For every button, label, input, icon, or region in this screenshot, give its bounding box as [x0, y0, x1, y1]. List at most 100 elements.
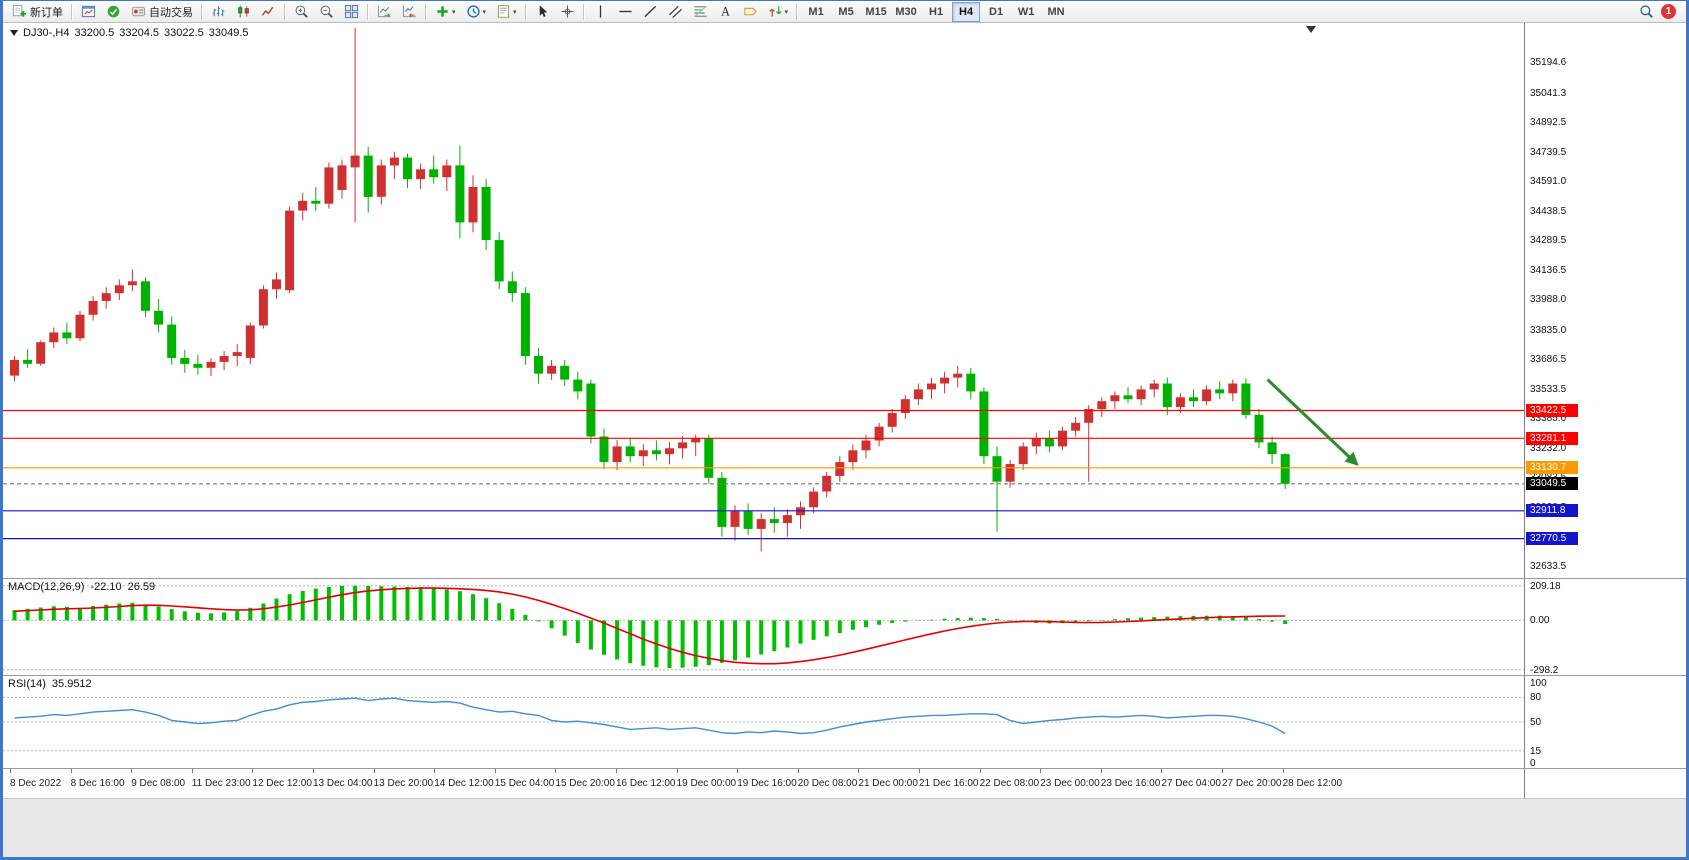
time-axis-tick — [70, 769, 72, 773]
candle-body — [874, 426, 884, 441]
indicators-button[interactable]: ▾ — [431, 1, 460, 22]
templates-button[interactable]: ▾ — [492, 1, 521, 22]
time-axis-label: 19 Dec 16:00 — [737, 778, 797, 789]
cursor-button[interactable] — [531, 1, 554, 22]
market-watch-button[interactable] — [102, 1, 125, 22]
periods-button[interactable]: ▾ — [462, 1, 491, 22]
zoom-in-icon — [294, 4, 309, 19]
price-axis-tick: 34591.0 — [1530, 175, 1567, 187]
timeframe-m1[interactable]: M1 — [808, 5, 824, 18]
candle-body — [245, 325, 255, 358]
search-icon — [1639, 4, 1654, 19]
candle-body — [180, 358, 190, 364]
vertical-line-button[interactable] — [589, 1, 612, 22]
candle-body — [769, 519, 779, 523]
time-axis-label: 20 Dec 08:00 — [797, 778, 858, 789]
candle-body — [403, 157, 412, 180]
line-chart-icon — [261, 4, 276, 19]
chart-shift-button[interactable] — [398, 1, 421, 22]
candle-body — [1018, 446, 1028, 465]
timeframe-m30[interactable]: M30 — [895, 5, 917, 18]
time-axis-label: 23 Dec 16:00 — [1100, 778, 1161, 789]
new-order-button[interactable]: 新订单 — [8, 1, 67, 22]
candle-body — [691, 438, 701, 443]
candle-body — [75, 314, 85, 339]
candle-body — [809, 491, 819, 508]
candle-body — [730, 511, 740, 527]
one-click-trading-triangle-icon[interactable] — [10, 30, 18, 36]
candle-body — [900, 399, 910, 413]
timeframe-mn[interactable]: MN — [1047, 5, 1065, 18]
cycles-icon — [466, 4, 481, 19]
candle-body — [1071, 422, 1081, 431]
hline-icon — [618, 4, 633, 19]
candle-body — [534, 356, 543, 374]
candle-body — [625, 446, 635, 457]
candle-body — [324, 167, 334, 204]
equidistant-channel-button[interactable] — [664, 1, 687, 22]
svg-text:A: A — [721, 5, 730, 19]
fibonacci-button[interactable] — [689, 1, 712, 22]
price-axis-tick: 33835.0 — [1530, 324, 1567, 336]
timeframe-d1[interactable]: D1 — [989, 5, 1004, 18]
panel-separator[interactable] — [3, 768, 1686, 769]
time-axis-label: 19 Dec 00:00 — [676, 778, 737, 789]
time-axis-label: 16 Dec 12:00 — [616, 778, 676, 789]
new-order-label: 新订单 — [30, 6, 63, 19]
fibonacci-icon — [693, 4, 708, 19]
candlestick-mode-button[interactable] — [232, 1, 255, 22]
timeframe-h1[interactable]: H1 — [929, 5, 944, 18]
candle-body — [1031, 438, 1041, 447]
candle-body — [704, 438, 714, 478]
price-axis[interactable]: 35194.6 35041.3 34892.5 34739.5 34591.0 34438… — [1524, 22, 1686, 798]
zoom-in-button[interactable] — [290, 1, 313, 22]
price-axis-tick: 33385.0 — [1530, 412, 1567, 424]
price-axis-tick: 33232.0 — [1530, 442, 1567, 454]
chart-title: DJ30-,H4 33200.5 33204.5 33022.5 33049.5 — [10, 27, 254, 39]
bar-chart-mode-button[interactable] — [207, 1, 230, 22]
time-axis-label: 9 Dec 08:00 — [131, 778, 186, 789]
trend-line-button[interactable] — [639, 1, 662, 22]
search-button[interactable] — [1635, 1, 1658, 22]
panel-separator[interactable] — [3, 578, 1686, 579]
crosshair-button[interactable] — [556, 1, 579, 22]
auto-scroll-button[interactable] — [373, 1, 396, 22]
time-axis-tick — [373, 769, 375, 773]
price-axis-tick: 34892.5 — [1530, 116, 1567, 128]
price-axis-tick: 35194.6 — [1530, 57, 1567, 69]
time-axis-tick — [737, 769, 739, 773]
notification-badge[interactable]: 1 — [1661, 4, 1676, 19]
time-axis-label: 8 Dec 2022 — [10, 778, 62, 789]
channel-icon — [668, 4, 683, 19]
text-label-button[interactable] — [739, 1, 762, 22]
panel-separator[interactable] — [3, 675, 1686, 676]
candle-body — [193, 363, 203, 368]
text-button[interactable]: A — [714, 1, 737, 22]
time-axis-tick — [1161, 769, 1163, 773]
horizontal-line-button[interactable] — [614, 1, 637, 22]
timeframe-m5[interactable]: M5 — [838, 5, 854, 18]
template-icon — [496, 4, 511, 19]
rsi-value: 35.9512 — [51, 678, 92, 690]
time-axis[interactable]: 8 Dec 2022 8 Dec 16:00 9 Dec 08:00 11 Dec 2… — [3, 769, 1524, 798]
toolbar-separator — [71, 3, 73, 20]
profile-charts-button[interactable] — [77, 1, 100, 22]
zoom-out-button[interactable] — [315, 1, 338, 22]
price-axis-tick: 33988.0 — [1530, 294, 1567, 306]
tile-windows-button[interactable] — [340, 1, 363, 22]
time-axis-label: 15 Dec 04:00 — [494, 778, 555, 789]
arrows-button[interactable]: ▾ — [764, 1, 793, 22]
time-axis-label: 8 Dec 16:00 — [70, 778, 125, 789]
time-axis-label: 14 Dec 12:00 — [434, 778, 494, 789]
timeframe-m15[interactable]: M15 — [865, 5, 887, 18]
price-level-label: 32911.8 — [1526, 504, 1578, 518]
time-axis-tick — [494, 769, 496, 773]
timeframe-h4[interactable]: H4 — [952, 1, 981, 22]
time-axis-tick — [676, 769, 678, 773]
timeframe-w1[interactable]: W1 — [1017, 5, 1035, 18]
ohlc-high: 33204.5 — [119, 27, 159, 39]
line-chart-mode-button[interactable] — [257, 1, 280, 22]
chart-shift-marker-icon[interactable] — [1306, 26, 1316, 33]
trend-arrow-annotation[interactable] — [1266, 378, 1359, 466]
auto-trading-button[interactable]: 自动交易 — [127, 1, 197, 22]
